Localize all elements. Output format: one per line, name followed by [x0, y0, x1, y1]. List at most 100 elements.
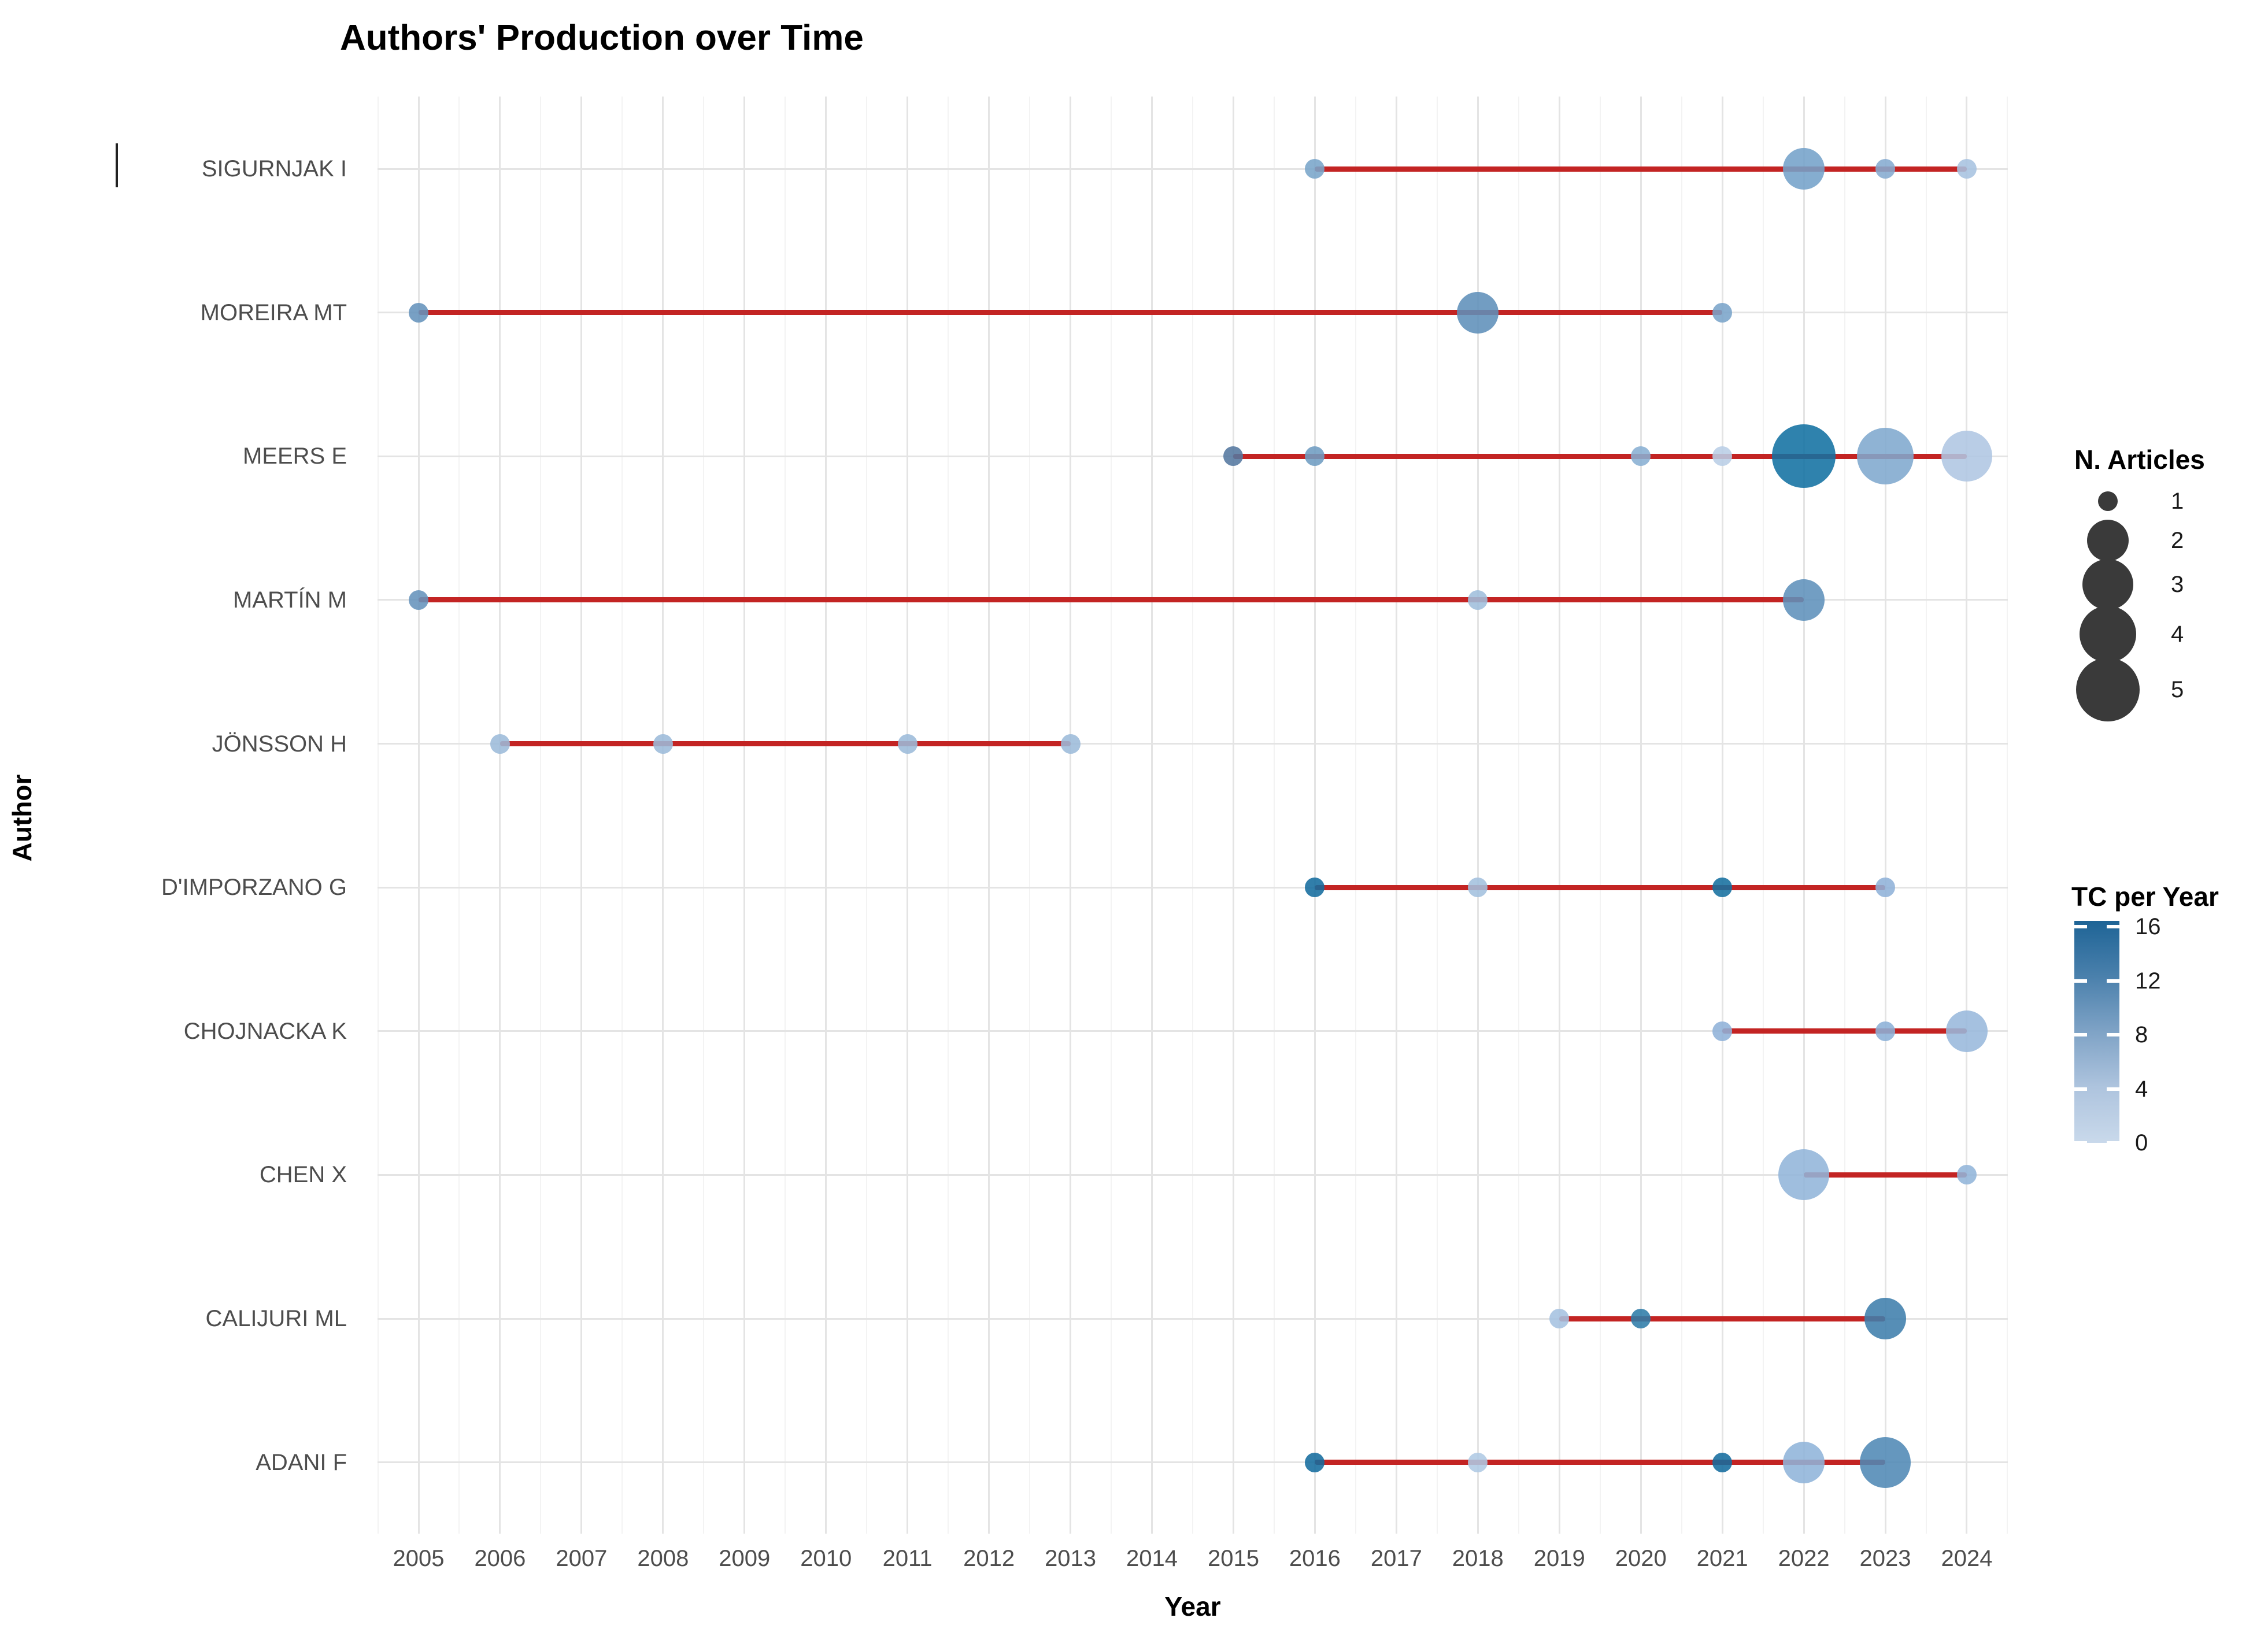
article-bubble: [1783, 148, 1825, 190]
author-timeline: [1804, 1172, 1967, 1178]
article-bubble: [653, 734, 673, 754]
colorbar-tick: [2107, 1087, 2119, 1091]
article-bubble: [1857, 428, 1914, 485]
major-gridline: [1558, 97, 1560, 1534]
minor-gridline: [1273, 97, 1275, 1534]
article-bubble: [1783, 579, 1825, 621]
x-tick-label: 2013: [1045, 1546, 1097, 1571]
major-gridline: [662, 97, 664, 1534]
row-gridline: [378, 1173, 2008, 1176]
major-gridline: [1640, 97, 1642, 1534]
minor-gridline: [1762, 97, 1764, 1534]
article-bubble: [1783, 1441, 1825, 1483]
article-bubble: [1860, 1437, 1911, 1488]
major-gridline: [580, 97, 583, 1534]
article-bubble: [1945, 1010, 1988, 1052]
tc-colorbar: [2074, 921, 2119, 1143]
article-bubble: [1712, 1021, 1733, 1041]
major-gridline: [1884, 97, 1886, 1534]
size-legend-label: 5: [2171, 677, 2184, 702]
article-bubble: [1941, 431, 1992, 482]
y-tick-label-author: MOREIRA MT: [200, 299, 347, 325]
major-gridline: [417, 97, 420, 1534]
row-gridline: [378, 455, 2008, 457]
author-timeline: [419, 597, 1804, 603]
row-gridline: [378, 1030, 2008, 1032]
x-tick-label: 2018: [1452, 1546, 1504, 1571]
article-bubble: [1864, 1298, 1907, 1340]
text-cursor-artifact: [116, 143, 118, 187]
article-bubble: [897, 734, 917, 754]
y-axis-title: Author: [7, 774, 37, 862]
minor-gridline: [948, 97, 949, 1534]
author-timeline: [1315, 884, 1886, 890]
size-legend-circle: [2098, 491, 2118, 511]
article-bubble: [1305, 159, 1325, 179]
x-axis-title: Year: [1164, 1591, 1221, 1622]
major-gridline: [743, 97, 746, 1534]
author-timeline: [1722, 1028, 1967, 1034]
author-timeline: [1233, 453, 1967, 459]
article-bubble: [1772, 424, 1836, 488]
article-bubble: [1875, 878, 1896, 898]
article-bubble: [1712, 446, 1733, 467]
x-tick-label: 2011: [882, 1546, 933, 1571]
size-legend-label: 2: [2171, 528, 2184, 553]
article-bubble: [1468, 878, 1488, 898]
x-tick-label: 2008: [637, 1546, 689, 1571]
minor-gridline: [1844, 97, 1845, 1534]
size-legend-title: N. Articles: [2074, 445, 2205, 475]
minor-gridline: [1355, 97, 1356, 1534]
minor-gridline: [540, 97, 542, 1534]
major-gridline: [1070, 97, 1072, 1534]
row-gridline: [378, 1461, 2008, 1464]
size-legend-label: 4: [2171, 621, 2184, 647]
major-gridline: [1314, 97, 1316, 1534]
colorbar-tick: [2074, 925, 2087, 928]
article-bubble: [1468, 590, 1488, 610]
minor-gridline: [458, 97, 460, 1534]
y-tick-label-author: D'IMPORZANO G: [161, 875, 347, 901]
article-bubble: [1457, 291, 1499, 334]
article-bubble: [490, 734, 510, 754]
major-gridline: [1966, 97, 1968, 1534]
size-legend-circle: [2076, 658, 2140, 721]
color-legend-title: TC per Year: [2071, 882, 2219, 912]
y-tick-label-author: MARTÍN M: [232, 587, 347, 613]
article-bubble: [1956, 1165, 1977, 1185]
x-tick-label: 2022: [1778, 1546, 1830, 1571]
colorbar-tick-label: 8: [2135, 1022, 2148, 1047]
article-bubble: [1712, 302, 1733, 323]
size-legend-circle: [2087, 520, 2129, 561]
size-legend-label: 3: [2171, 572, 2184, 597]
x-tick-label: 2023: [1859, 1546, 1911, 1571]
colorbar-tick: [2074, 1141, 2087, 1145]
major-gridline: [1395, 97, 1397, 1534]
article-bubble: [1223, 446, 1244, 467]
colorbar-tick: [2107, 925, 2119, 928]
article-bubble: [1305, 878, 1325, 898]
colorbar-tick: [2107, 1141, 2119, 1145]
x-tick-label: 2006: [474, 1546, 526, 1571]
colorbar-tick-label: 4: [2135, 1076, 2148, 1102]
minor-gridline: [703, 97, 705, 1534]
minor-gridline: [1436, 97, 1438, 1534]
minor-gridline: [1029, 97, 1031, 1534]
y-tick-label-author: MEERS E: [242, 443, 347, 469]
x-tick-label: 2019: [1533, 1546, 1585, 1571]
x-tick-label: 2015: [1207, 1546, 1259, 1571]
minor-gridline: [866, 97, 868, 1534]
x-tick-label: 2024: [1941, 1546, 1993, 1571]
article-bubble: [1631, 1309, 1651, 1329]
minor-gridline: [1681, 97, 1682, 1534]
major-gridline: [1477, 97, 1479, 1534]
author-timeline: [419, 310, 1723, 316]
colorbar-tick: [2107, 979, 2119, 983]
minor-gridline: [1925, 97, 1927, 1534]
author-timeline: [1315, 1460, 1886, 1465]
y-tick-label-author: ADANI F: [256, 1449, 347, 1475]
x-tick-label: 2009: [719, 1546, 771, 1571]
colorbar-tick: [2074, 979, 2087, 983]
y-tick-label-author: JÖNSSON H: [212, 731, 347, 757]
